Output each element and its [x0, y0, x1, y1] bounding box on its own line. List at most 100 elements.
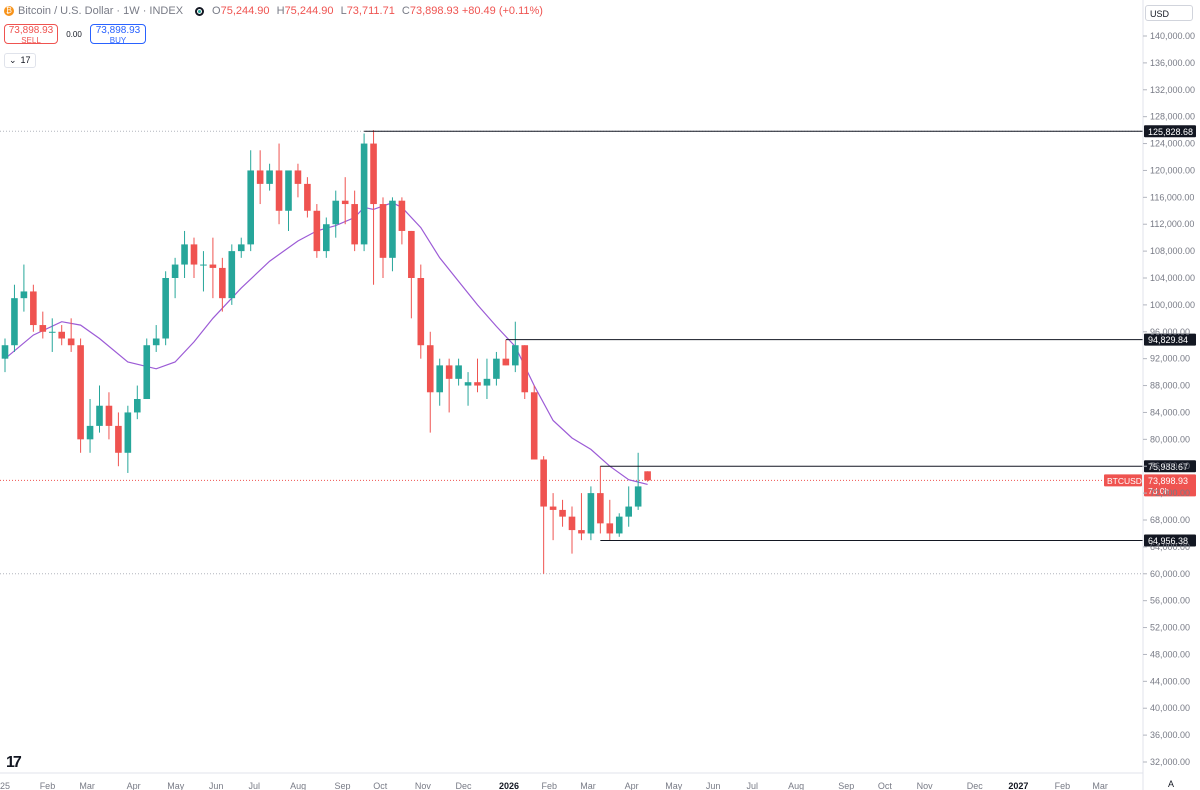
x-tick-label: Sep — [335, 781, 351, 790]
y-tick-label: 136,000.00 — [1150, 58, 1195, 68]
candle — [474, 358, 481, 393]
currency-selector[interactable]: USD — [1145, 5, 1193, 21]
candle — [39, 311, 47, 339]
candle — [171, 257, 179, 299]
candle — [408, 230, 415, 319]
candle — [615, 513, 623, 537]
candle-body — [483, 378, 491, 386]
x-tick-label: Mar — [79, 781, 95, 790]
candle-body — [294, 170, 302, 184]
sell-button[interactable]: 73,898.93 SELL — [4, 24, 58, 45]
x-tick-label: Oct — [373, 781, 388, 790]
candle-body — [474, 382, 481, 386]
level-label-bg — [1144, 125, 1196, 138]
candle-body — [304, 183, 311, 211]
candle — [313, 204, 321, 258]
y-tick-label: 92,000.00 — [1150, 354, 1190, 364]
candle-body — [370, 143, 377, 205]
symbol-title[interactable]: Bitcoin / U.S. Dollar · 1W · INDEX — [18, 5, 184, 17]
candle-body — [181, 244, 188, 265]
candle-body — [105, 405, 113, 426]
candle — [634, 452, 642, 510]
candle-body — [360, 143, 368, 245]
level-label: 75,988.67 — [1148, 462, 1188, 472]
y-tick-label: 80,000.00 — [1150, 434, 1190, 444]
symbol-legend: ₿ Bitcoin / U.S. Dollar · 1W · INDEX O75… — [4, 5, 543, 17]
x-tick-label: Sep — [838, 781, 854, 790]
change-value: +80.49 (+0.11%) — [461, 5, 543, 17]
candle — [379, 197, 387, 278]
candle — [521, 345, 529, 399]
candle-body — [162, 278, 169, 339]
candle — [77, 338, 84, 453]
x-tick-label: 25 — [0, 781, 10, 790]
y-tick-label: 48,000.00 — [1150, 649, 1190, 659]
candle — [30, 284, 37, 332]
candle-body — [96, 405, 103, 426]
y-tick-label: 68,000.00 — [1150, 515, 1190, 525]
candle-body — [190, 244, 198, 265]
candle-body — [200, 264, 207, 266]
y-tick-label: 108,000.00 — [1150, 246, 1195, 256]
candle-body — [86, 425, 94, 440]
candle — [58, 325, 65, 346]
candle — [285, 170, 292, 231]
candle-body — [285, 170, 292, 211]
candle-body — [379, 204, 387, 258]
open-label: O — [212, 5, 221, 17]
candle — [96, 385, 103, 433]
x-tick-label: Nov — [415, 781, 432, 790]
x-tick-label: Aug — [788, 781, 804, 790]
candle-body — [408, 230, 415, 278]
y-tick-label: 88,000.00 — [1150, 381, 1190, 391]
candle-body — [587, 493, 595, 534]
x-tick-label: Oct — [878, 781, 893, 790]
buy-price: 73,898.93 — [95, 25, 141, 36]
candle — [247, 150, 254, 252]
level-label-bg — [1144, 333, 1196, 346]
x-tick-label: Mar — [580, 781, 596, 790]
x-tick-label: Aug — [290, 781, 306, 790]
symbol-tag: BTCUSD — [1107, 476, 1142, 486]
chevron-down-icon: ⌄ — [9, 55, 17, 65]
y-tick-label: 116,000.00 — [1150, 192, 1194, 202]
candle-body — [11, 298, 18, 346]
indicators-collapse-button[interactable]: ⌄ 17 — [4, 53, 36, 68]
candle-body — [1, 345, 9, 359]
candle-body — [625, 506, 632, 517]
candle — [559, 499, 566, 527]
buy-label: BUY — [109, 36, 127, 45]
candle-body — [559, 509, 566, 517]
buy-button[interactable]: 73,898.93 BUY — [90, 24, 146, 45]
candle — [351, 190, 358, 252]
candle-body — [332, 200, 340, 225]
candle — [48, 318, 56, 352]
candle — [389, 197, 396, 272]
candle-body — [209, 264, 217, 268]
candle-body — [578, 530, 585, 534]
level-label-bg — [1144, 534, 1196, 547]
candle-body — [445, 365, 453, 379]
high-value: 75,244.90 — [284, 5, 334, 17]
y-tick-label: 120,000.00 — [1150, 165, 1195, 175]
x-tick-label: 2026 — [499, 781, 519, 790]
candle — [597, 466, 604, 534]
candle — [275, 143, 283, 225]
level-label-bg — [1144, 460, 1196, 473]
bar-countdown: 7d 0h — [1148, 486, 1170, 496]
candle — [143, 338, 151, 399]
candle — [502, 339, 510, 366]
candle — [11, 284, 18, 352]
y-tick-label: 36,000.00 — [1150, 730, 1190, 740]
x-tick-label: Apr — [127, 781, 141, 790]
candle — [587, 486, 595, 541]
candle — [417, 264, 425, 359]
tradingview-logo[interactable]: 17 — [6, 754, 22, 771]
y-tick-label: 40,000.00 — [1150, 703, 1190, 713]
candle-body — [426, 345, 434, 393]
auto-scale-button[interactable]: A — [1168, 779, 1175, 789]
indicator-count: 17 — [20, 55, 31, 65]
candle-body — [455, 365, 462, 379]
y-tick-label: 84,000.00 — [1150, 407, 1190, 417]
